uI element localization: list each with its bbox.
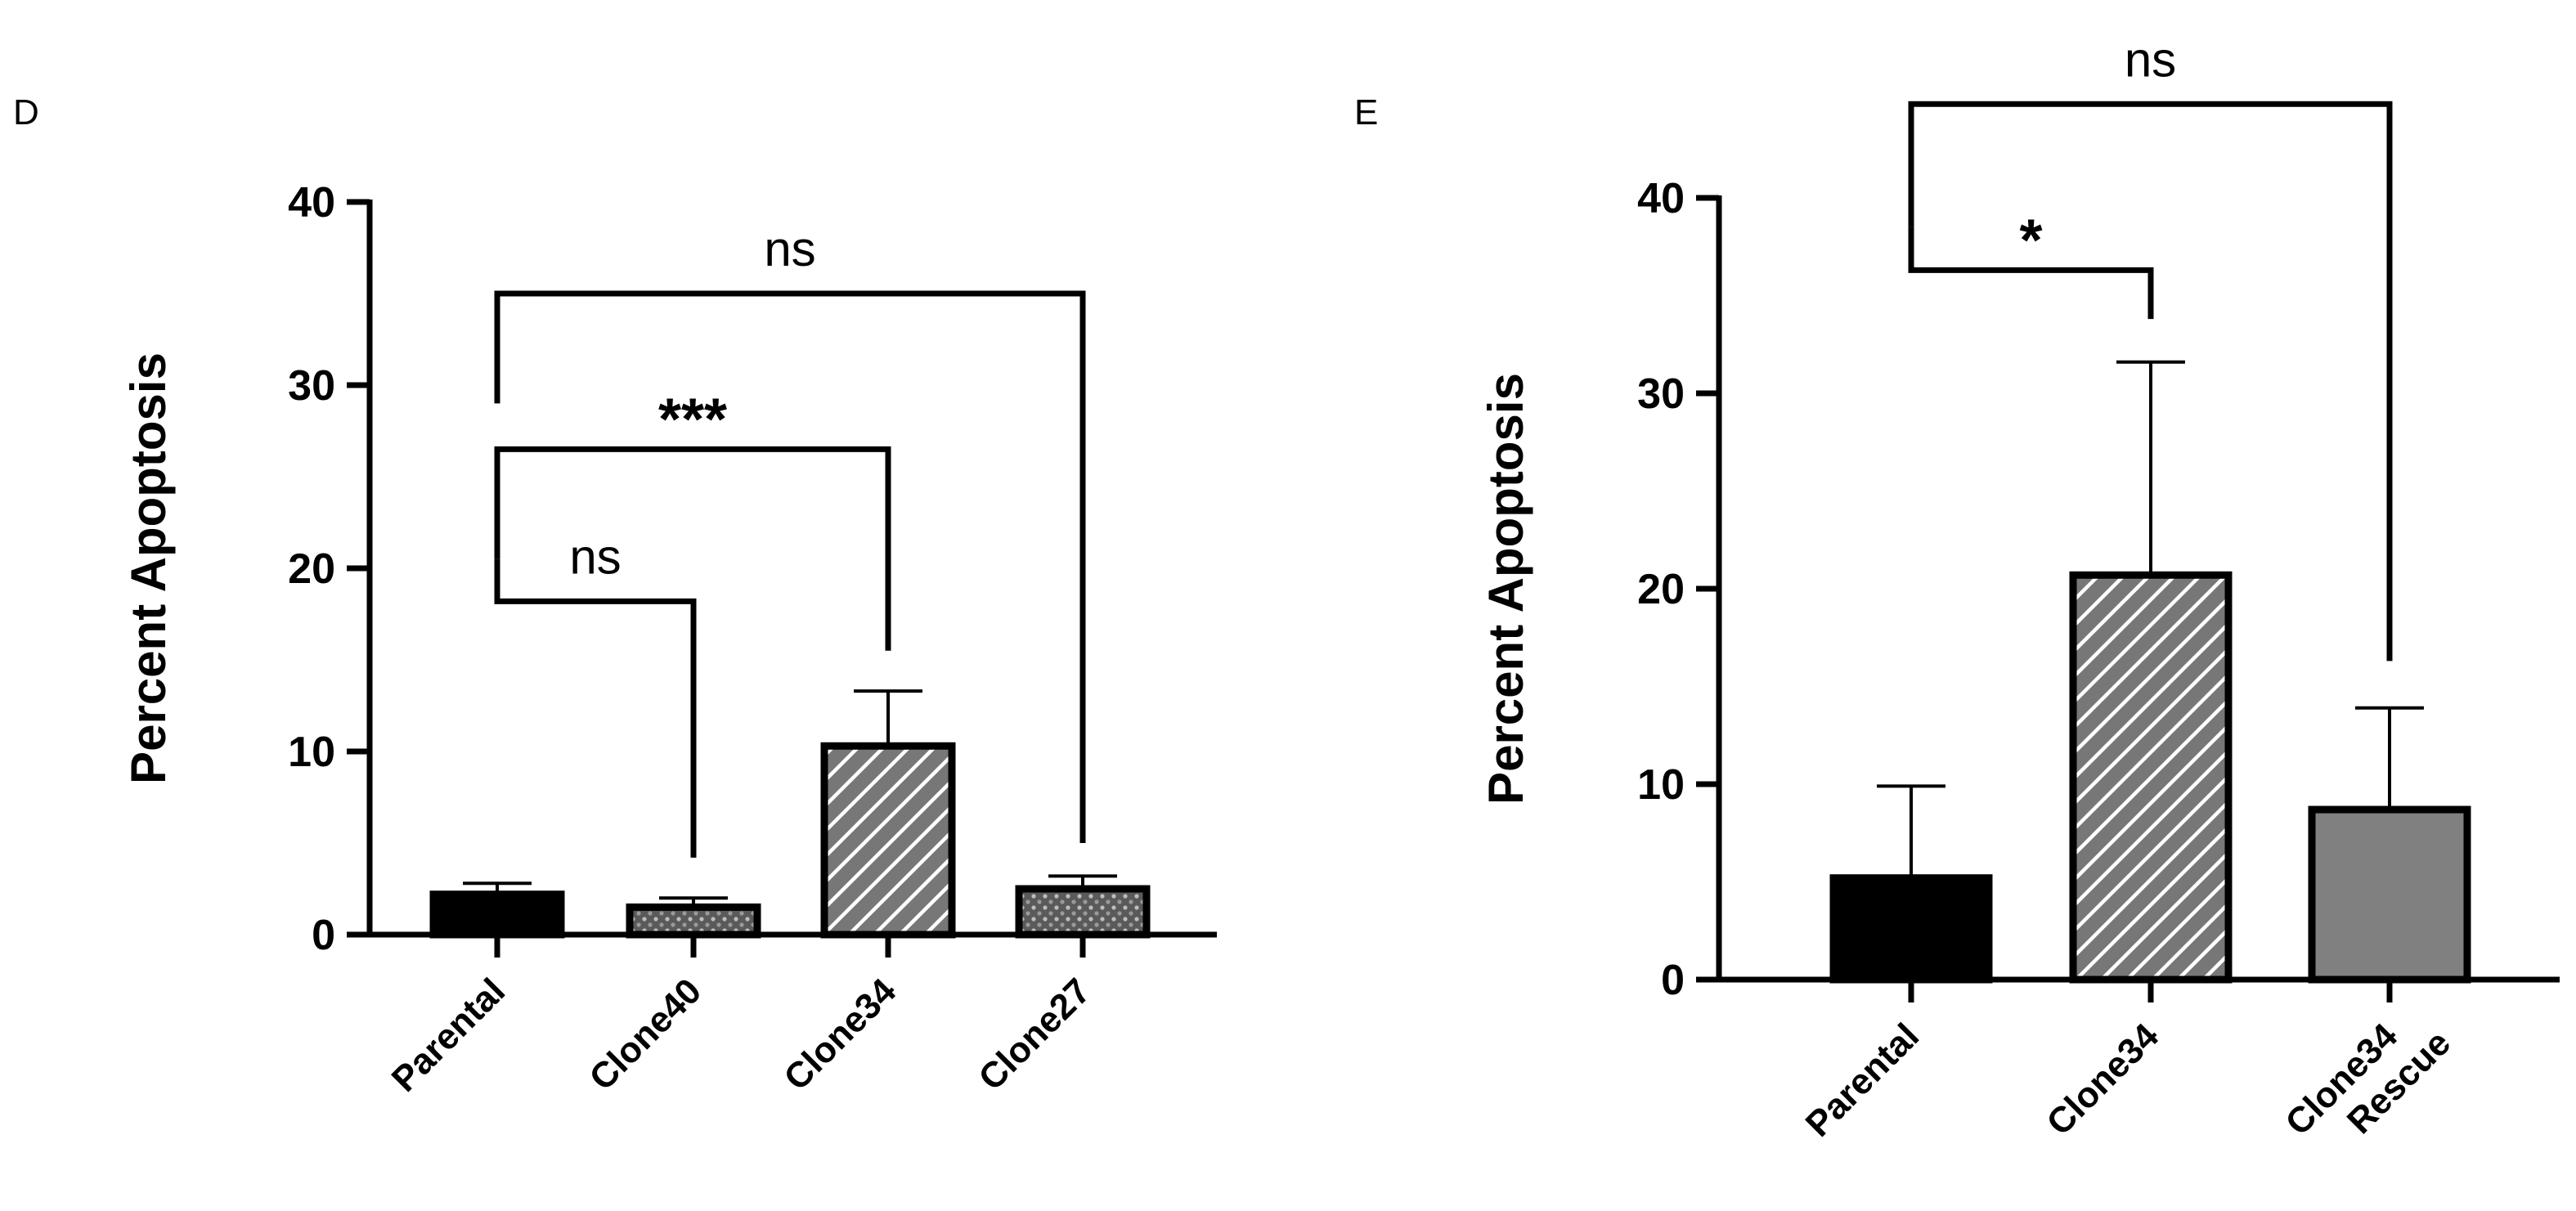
category-label: Clone34 [2039, 1016, 2166, 1143]
category-label-line: Clone27 [971, 971, 1098, 1098]
category-label: Clone27 [971, 971, 1098, 1098]
y-tick-label: 30 [1637, 370, 1685, 418]
y-tick-label: 10 [288, 729, 335, 776]
category-label-line: Clone40 [581, 971, 709, 1098]
panel-letter: E [1354, 92, 1378, 132]
y-tick-label: 20 [1637, 566, 1685, 613]
category-label: Parental [384, 971, 513, 1099]
bar [2069, 571, 2233, 984]
bar [2308, 805, 2471, 984]
significance-bracket [494, 446, 891, 651]
category-label-line: Clone34 [2039, 1016, 2166, 1143]
y-tick-label: 20 [288, 545, 335, 593]
category-label: Clone34 [776, 971, 904, 1098]
category-label: Clone40 [581, 971, 709, 1098]
bar [626, 903, 761, 939]
significance-bracket [1908, 101, 2393, 662]
category-label: Parental [1798, 1016, 1927, 1144]
y-tick-label: 0 [312, 912, 335, 959]
significance-bracket [494, 558, 697, 858]
y-tick-label: 10 [1637, 761, 1685, 809]
y-tick-label: 30 [288, 362, 335, 410]
significance-label: ns [2125, 32, 2176, 87]
significance-bracket [494, 290, 1086, 843]
significance-label: * [2019, 208, 2042, 273]
bar [820, 742, 956, 939]
category-label-line: Parental [1798, 1016, 1927, 1144]
bar [1015, 885, 1151, 939]
category-label-line: Clone34 [776, 971, 904, 1098]
y-axis-label: Percent Apoptosis [1479, 373, 1533, 805]
panel-d-chart: D 0 10 20 30 40 Percent Apoptosis Parental Clone… [13, 92, 1217, 1100]
panel-e-chart: E 0 10 20 30 40 Percent Apoptosis Parental Clone… [1354, 32, 2560, 1173]
category-label-line: Parental [384, 971, 513, 1099]
panel-letter: D [13, 92, 39, 132]
y-tick-label: 40 [1637, 175, 1685, 222]
significance-label: ns [569, 529, 621, 584]
category-label: Clone34Rescue [2278, 993, 2458, 1173]
y-axis-label: Percent Apoptosis [121, 352, 176, 784]
significance-label: *** [658, 387, 727, 452]
significance-bracket [1908, 227, 2154, 320]
y-tick-label: 40 [288, 179, 335, 227]
bar [1829, 874, 1993, 984]
bar [429, 890, 565, 939]
significance-label: ns [764, 222, 815, 276]
y-tick-label: 0 [1661, 957, 1685, 1004]
